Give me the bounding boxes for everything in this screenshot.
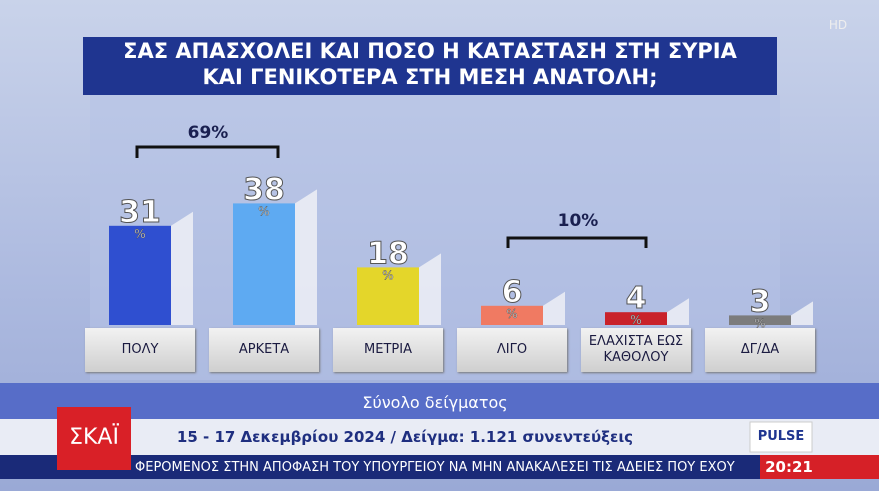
subtitle-band <box>0 383 879 419</box>
bar-panel <box>419 253 441 325</box>
unit-label: % <box>754 316 765 330</box>
value-label: 31 <box>119 195 161 230</box>
title-box <box>83 37 777 95</box>
bar-panel <box>295 189 317 325</box>
value-label: 3 <box>750 284 771 319</box>
unit-label: % <box>134 227 145 241</box>
time-box <box>760 455 879 479</box>
hd-badge: HD <box>829 18 847 32</box>
channel-logo <box>57 407 131 470</box>
chart-title: ΚΑΙ ΓΕΝΙΚΟΤΕΡΑ ΣΤΗ ΜΕΣΗ ΑΝΑΤΟΛΗ; <box>202 65 657 89</box>
unit-label: % <box>382 268 393 282</box>
pollster-name: PULSE <box>758 429 805 444</box>
category-label: ΠΟΛΥ <box>85 328 195 372</box>
category-label: ΛΙΓΟ <box>457 328 567 372</box>
annotation: 69% <box>188 123 229 143</box>
category-label: ΕΛΑΧΙΣΤΑ ΕΩΣ ΚΑΘΟΛΟΥ <box>581 328 691 372</box>
category-label: ΔΓ/ΔΑ <box>705 328 815 372</box>
bar-panel <box>667 298 689 325</box>
subtitle: Σύνολο δείγματος <box>362 393 507 412</box>
category-label: ΜΕΤΡΙΑ <box>333 328 443 372</box>
channel-name: ΣΚΑΪ <box>69 424 119 450</box>
bar <box>605 312 667 325</box>
unit-label: % <box>258 204 269 218</box>
bar <box>357 267 419 325</box>
bar-panel <box>171 211 193 325</box>
unit-label: % <box>506 307 517 321</box>
bar-panel <box>791 301 813 325</box>
details: 15 - 17 Δεκεμβρίου 2024 / Δείγμα: 1.121 … <box>177 428 633 446</box>
annotation: 10% <box>558 211 599 231</box>
bar <box>481 305 543 325</box>
chart-title: ΣΑΣ ΑΠΑΣΧΟΛΕΙ ΚΑΙ ΠΟΣΟ Η ΚΑΤΑΣΤΑΣΗ ΣΤΗ Σ… <box>123 39 737 63</box>
pollster-logo <box>749 421 813 453</box>
bracket <box>135 145 280 158</box>
details-band <box>0 419 879 455</box>
bar-panel <box>543 291 565 325</box>
bar <box>109 225 171 325</box>
value-label: 38 <box>243 172 285 207</box>
value-label: 18 <box>367 236 409 271</box>
unit-label: % <box>630 313 641 327</box>
category-label: ΑΡΚΕΤΑ <box>209 328 319 372</box>
time: 20:21 <box>765 458 813 476</box>
bar <box>233 203 295 325</box>
ticker: ΦΕΡΟΜΕΝΟΣ ΣΤΗΝ ΑΠΟΦΑΣΗ ΤΟΥ ΥΠΟΥΡΓΕΙΟΥ ΝΑ… <box>135 460 735 475</box>
bar <box>729 315 791 325</box>
value-label: 6 <box>502 275 523 310</box>
ticker-band <box>0 455 879 479</box>
bracket <box>506 236 648 248</box>
value-label: 4 <box>626 281 647 316</box>
